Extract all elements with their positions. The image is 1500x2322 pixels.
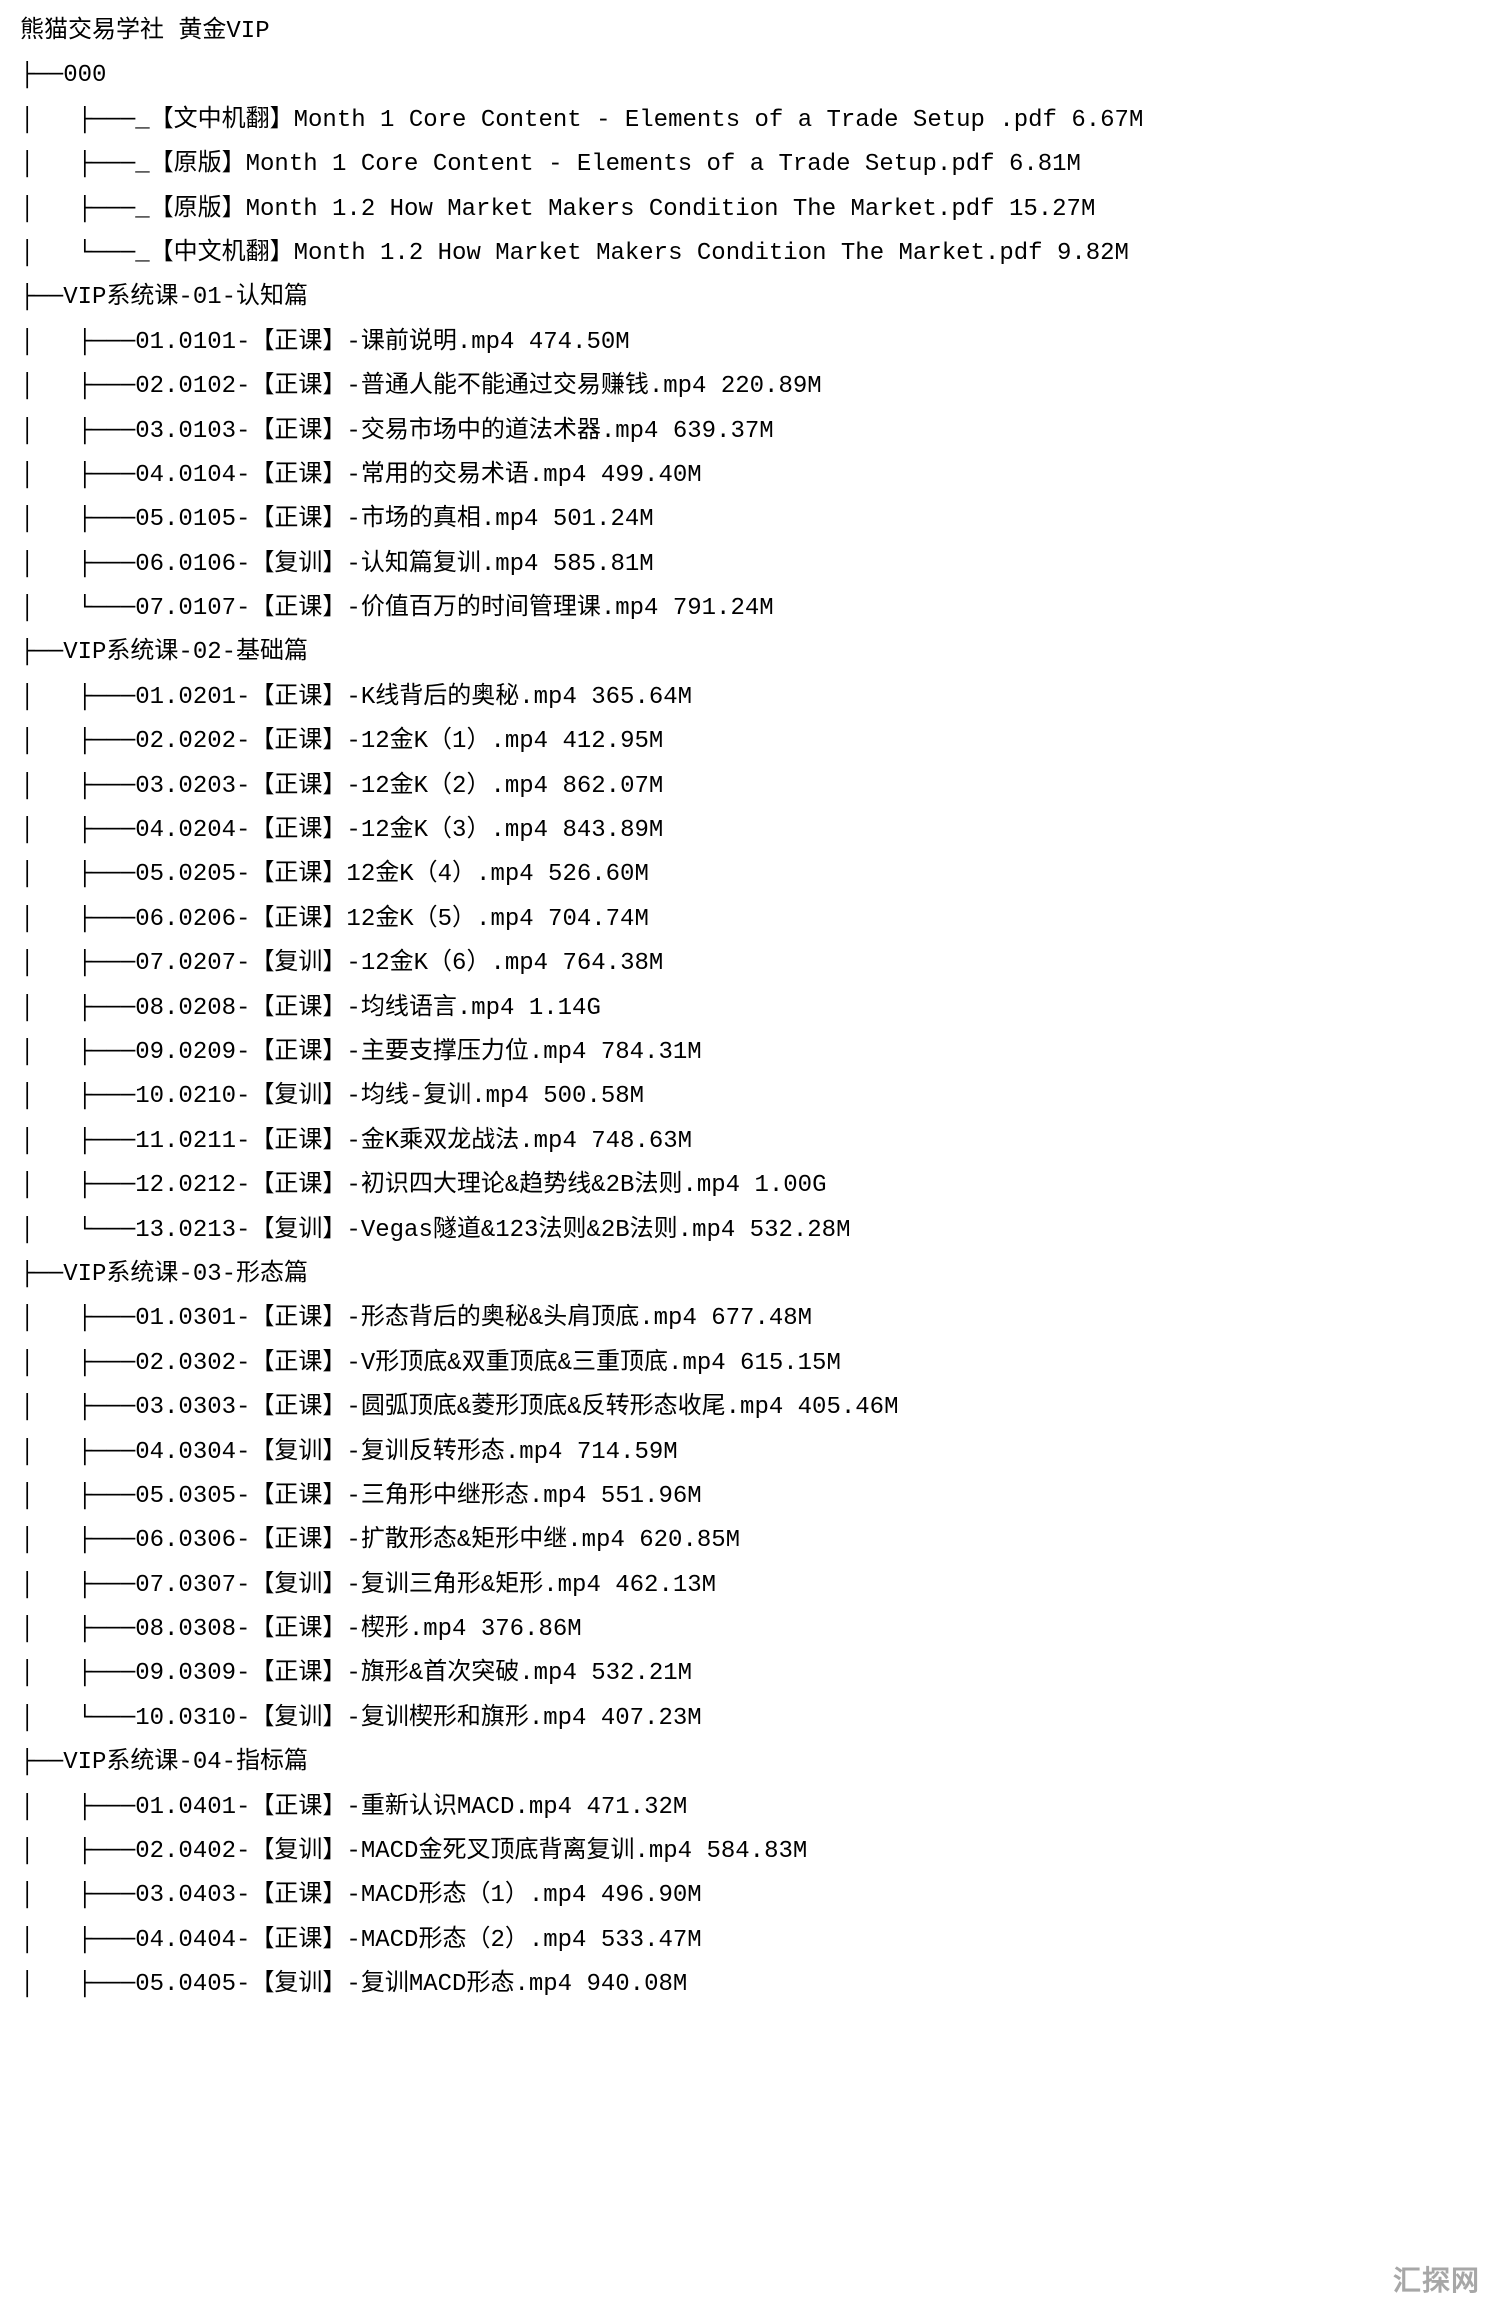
tree-title: 熊猫交易学社 黄金VIP	[20, 10, 1480, 54]
file-line: │ ├───01.0301-【正课】-形态背后的奥秘&头肩顶底.mp4677.4…	[20, 1297, 1480, 1341]
folder-line: ├──VIP系统课-02-基础篇	[20, 631, 1480, 675]
file-tree: 熊猫交易学社 黄金VIP├──000│ ├───_【文中机翻】Month 1 C…	[20, 10, 1480, 2008]
file-size: 585.81M	[553, 551, 654, 578]
file-line: │ ├───05.0305-【正课】-三角形中继形态.mp4551.96M	[20, 1475, 1480, 1519]
file-size: 405.46M	[798, 1394, 899, 1421]
file-line: │ ├───09.0309-【正课】-旗形&首次突破.mp4532.21M	[20, 1652, 1480, 1696]
file-size: 940.08M	[586, 1971, 687, 1998]
file-line: │ ├───02.0202-【正课】-12金K（1）.mp4412.95M	[20, 720, 1480, 764]
file-size: 526.60M	[548, 861, 649, 888]
file-line: │ ├───10.0210-【复训】-均线-复训.mp4500.58M	[20, 1075, 1480, 1119]
folder-line: ├──000	[20, 54, 1480, 98]
file-size: 471.32M	[586, 1794, 687, 1821]
file-size: 6.67M	[1071, 107, 1143, 134]
file-size: 1.14G	[529, 995, 601, 1022]
file-size: 500.58M	[543, 1083, 644, 1110]
file-line: │ ├───09.0209-【正课】-主要支撑压力位.mp4784.31M	[20, 1031, 1480, 1075]
file-size: 6.81M	[1009, 151, 1081, 178]
file-size: 1.00G	[754, 1172, 826, 1199]
file-size: 677.48M	[711, 1305, 812, 1332]
file-size: 551.96M	[601, 1483, 702, 1510]
file-line: │ ├───07.0307-【复训】-复训三角形&矩形.mp4462.13M	[20, 1564, 1480, 1608]
file-size: 499.40M	[601, 462, 702, 489]
file-size: 376.86M	[481, 1616, 582, 1643]
file-size: 748.63M	[591, 1128, 692, 1155]
file-line: │ ├───03.0403-【正课】-MACD形态（1）.mp4496.90M	[20, 1874, 1480, 1918]
file-line: │ ├───06.0306-【正课】-扩散形态&矩形中继.mp4620.85M	[20, 1519, 1480, 1563]
file-line: │ └───13.0213-【复训】-Vegas隧道&123法则&2B法则.mp…	[20, 1209, 1480, 1253]
file-line: │ ├───01.0101-【正课】-课前说明.mp4474.50M	[20, 321, 1480, 365]
file-size: 764.38M	[562, 950, 663, 977]
file-line: │ ├───05.0205-【正课】12金K（4）.mp4526.60M	[20, 853, 1480, 897]
folder-line: ├──VIP系统课-04-指标篇	[20, 1741, 1480, 1785]
file-line: │ ├───03.0303-【正课】-圆弧顶底&菱形顶底&反转形态收尾.mp44…	[20, 1386, 1480, 1430]
file-line: │ ├───02.0302-【正课】-V形顶底&双重顶底&三重顶底.mp4615…	[20, 1342, 1480, 1386]
file-size: 532.21M	[591, 1660, 692, 1687]
file-size: 584.83M	[706, 1838, 807, 1865]
file-line: │ ├───03.0103-【正课】-交易市场中的道法术器.mp4639.37M	[20, 410, 1480, 454]
file-line: │ ├───04.0104-【正课】-常用的交易术语.mp4499.40M	[20, 454, 1480, 498]
file-size: 862.07M	[562, 773, 663, 800]
file-size: 220.89M	[721, 373, 822, 400]
file-size: 412.95M	[562, 728, 663, 755]
file-size: 496.90M	[601, 1882, 702, 1909]
file-line: │ ├───04.0204-【正课】-12金K（3）.mp4843.89M	[20, 809, 1480, 853]
file-line: │ ├───02.0402-【复训】-MACD金死叉顶底背离复训.mp4584.…	[20, 1830, 1480, 1874]
file-size: 791.24M	[673, 595, 774, 622]
file-size: 474.50M	[529, 329, 630, 356]
file-size: 9.82M	[1057, 240, 1129, 267]
file-line: │ ├───06.0206-【正课】12金K（5）.mp4704.74M	[20, 898, 1480, 942]
file-line: │ ├───08.0308-【正课】-楔形.mp4376.86M	[20, 1608, 1480, 1652]
file-line: │ ├───_【原版】Month 1.2 How Market Makers C…	[20, 188, 1480, 232]
file-size: 365.64M	[591, 684, 692, 711]
file-line: │ ├───01.0201-【正课】-K线背后的奥秘.mp4365.64M	[20, 676, 1480, 720]
file-line: │ ├───01.0401-【正课】-重新认识MACD.mp4471.32M	[20, 1786, 1480, 1830]
file-line: │ ├───04.0404-【正课】-MACD形态（2）.mp4533.47M	[20, 1919, 1480, 1963]
watermark: 汇探网	[1393, 2255, 1480, 2307]
file-line: │ ├───11.0211-【正课】-金K乘双龙战法.mp4748.63M	[20, 1120, 1480, 1164]
file-line: │ ├───07.0207-【复训】-12金K（6）.mp4764.38M	[20, 942, 1480, 986]
file-size: 533.47M	[601, 1927, 702, 1954]
file-line: │ └───07.0107-【正课】-价值百万的时间管理课.mp4791.24M	[20, 587, 1480, 631]
file-line: │ └───10.0310-【复训】-复训楔形和旗形.mp4407.23M	[20, 1697, 1480, 1741]
file-line: │ ├───_【文中机翻】Month 1 Core Content - Elem…	[20, 99, 1480, 143]
file-size: 532.28M	[750, 1217, 851, 1244]
file-line: │ ├───08.0208-【正课】-均线语言.mp41.14G	[20, 987, 1480, 1031]
file-line: │ ├───02.0102-【正课】-普通人能不能通过交易赚钱.mp4220.8…	[20, 365, 1480, 409]
file-size: 407.23M	[601, 1705, 702, 1732]
file-line: │ ├───04.0304-【复训】-复训反转形态.mp4714.59M	[20, 1431, 1480, 1475]
file-line: │ ├───05.0405-【复训】-复训MACD形态.mp4940.08M	[20, 1963, 1480, 2007]
file-line: │ ├───03.0203-【正课】-12金K（2）.mp4862.07M	[20, 765, 1480, 809]
file-size: 639.37M	[673, 418, 774, 445]
file-line: │ ├───12.0212-【正课】-初识四大理论&趋势线&2B法则.mp41.…	[20, 1164, 1480, 1208]
file-line: │ ├───06.0106-【复训】-认知篇复训.mp4585.81M	[20, 543, 1480, 587]
file-line: │ └───_【中文机翻】Month 1.2 How Market Makers…	[20, 232, 1480, 276]
file-size: 15.27M	[1009, 196, 1095, 223]
file-size: 784.31M	[601, 1039, 702, 1066]
file-size: 620.85M	[639, 1527, 740, 1554]
file-size: 843.89M	[562, 817, 663, 844]
folder-line: ├──VIP系统课-01-认知篇	[20, 276, 1480, 320]
folder-line: ├──VIP系统课-03-形态篇	[20, 1253, 1480, 1297]
file-size: 714.59M	[577, 1439, 678, 1466]
file-size: 462.13M	[615, 1572, 716, 1599]
file-size: 615.15M	[740, 1350, 841, 1377]
file-line: │ ├───05.0105-【正课】-市场的真相.mp4501.24M	[20, 498, 1480, 542]
file-line: │ ├───_【原版】Month 1 Core Content - Elemen…	[20, 143, 1480, 187]
file-size: 704.74M	[548, 906, 649, 933]
file-size: 501.24M	[553, 506, 654, 533]
